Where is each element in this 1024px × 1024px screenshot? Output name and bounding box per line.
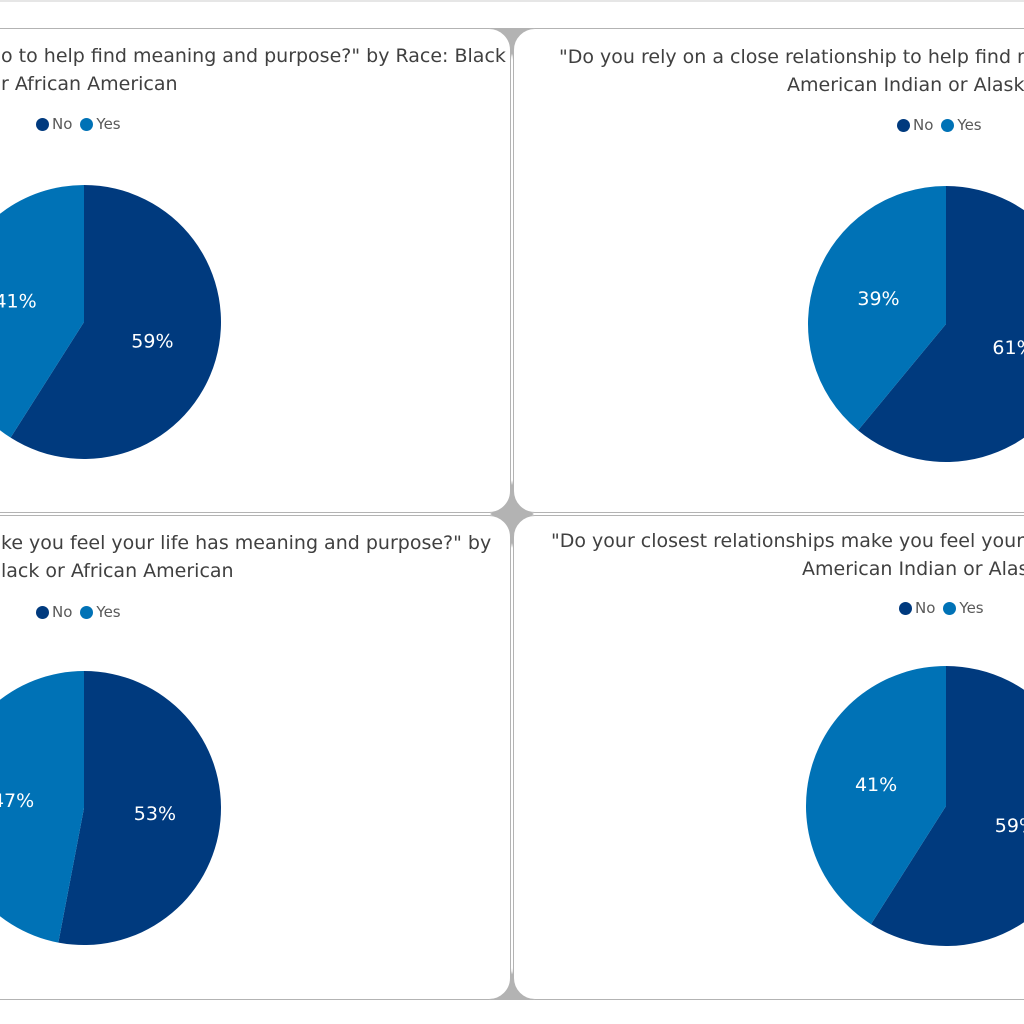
legend-item-yes: Yes [943, 599, 984, 617]
chart-panel-bottom-right: "Do your closest relationships make you … [513, 515, 1024, 1000]
chart-title: "Do your closest relationships make you … [514, 516, 1024, 999]
pie-slice-no [858, 186, 1024, 462]
legend-item-no: No [36, 115, 72, 133]
legend-item-yes: Yes [80, 603, 121, 621]
legend-label-no: No [52, 115, 73, 133]
pie-slice-yes [0, 185, 84, 438]
data-label-yes: 41% [0, 291, 37, 313]
legend-marker-no [899, 601, 912, 615]
chart-legend: No Yes [36, 115, 129, 133]
pie-chart: 53% 47% [0, 671, 221, 945]
data-label-no: 53% [134, 803, 176, 825]
legend-marker-yes [80, 605, 94, 619]
pie-slice-no [870, 666, 1024, 946]
chart-legend: No Yes [36, 603, 129, 621]
legend-label-no: No [52, 603, 73, 621]
pie-slice-yes [0, 671, 84, 943]
chart-title-line-1: o to help find meaning and purpose?" by … [1, 45, 506, 67]
chart-title: o to help find meaning and purpose?" by … [0, 29, 510, 512]
pie-chart: 59% 41% [806, 666, 1024, 946]
data-label-no: 59% [131, 330, 173, 352]
data-label-no: 61% [992, 337, 1024, 359]
pie-slice-no [58, 671, 221, 945]
data-label-yes: 47% [0, 790, 34, 812]
legend-label-yes: Yes [96, 115, 121, 133]
chart-panel-bottom-left: ke you feel your life has meaning and pu… [0, 515, 511, 1000]
legend-item-no: No [897, 116, 933, 134]
chart-legend: No Yes [899, 599, 992, 617]
legend-item-yes: Yes [80, 115, 121, 133]
chart-panel-top-right: "Do you rely on a close relationship to … [513, 28, 1024, 513]
legend-label-yes: Yes [959, 599, 984, 617]
chart-title-line-1: "Do you rely on a close relationship to … [559, 46, 1024, 68]
chart-legend: No Yes [897, 116, 990, 134]
chart-title-line-2: r African American [1, 73, 178, 95]
legend-label-yes: Yes [957, 116, 982, 134]
legend-marker-no [36, 605, 49, 619]
pie-chart: 61% 39% [808, 186, 1024, 462]
chart-title-line-1: "Do your closest relationships make you … [551, 530, 1024, 552]
data-label-yes: 39% [857, 288, 899, 310]
pie-chart: 59% 41% [0, 185, 222, 460]
chart-title: "Do you rely on a close relationship to … [514, 29, 1024, 512]
pie-slice-no [10, 185, 222, 460]
legend-marker-no [36, 117, 49, 131]
legend-marker-yes [943, 601, 957, 615]
chart-title-line-1: ke you feel your life has meaning and pu… [1, 532, 492, 554]
legend-marker-yes [941, 118, 955, 132]
chart-title-line-2: American Indian or Alask [787, 74, 1024, 96]
legend-item-no: No [36, 603, 72, 621]
data-label-no: 59% [995, 815, 1024, 837]
chart-panel-top-left: o to help find meaning and purpose?" by … [0, 28, 511, 513]
legend-label-yes: Yes [96, 603, 121, 621]
chart-title-line-2: American Indian or Alaska [802, 558, 1024, 580]
chart-title-line-2: lack or African American [1, 560, 234, 582]
legend-marker-yes [80, 117, 94, 131]
legend-item-yes: Yes [941, 116, 982, 134]
top-divider [0, 0, 1024, 2]
pie-slice-yes [808, 186, 946, 431]
legend-label-no: No [913, 116, 934, 134]
legend-item-no: No [899, 599, 935, 617]
legend-marker-no [897, 118, 910, 132]
chart-title: ke you feel your life has meaning and pu… [0, 516, 510, 999]
legend-label-no: No [915, 599, 936, 617]
pie-slice-yes [806, 666, 946, 925]
data-label-yes: 41% [855, 774, 897, 796]
